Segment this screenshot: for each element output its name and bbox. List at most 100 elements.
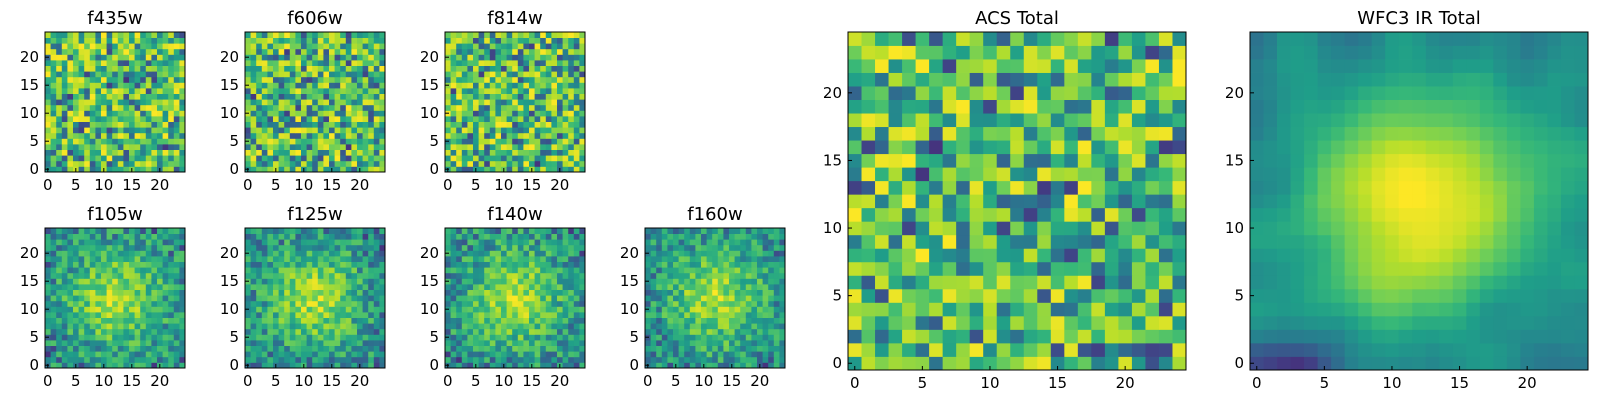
heatmap-cell xyxy=(875,234,889,249)
heatmap-cell xyxy=(106,256,113,262)
heatmap-cell xyxy=(729,356,735,363)
heatmap-cell xyxy=(73,99,79,106)
heatmap-cell xyxy=(250,93,257,100)
heatmap-cell xyxy=(267,99,274,106)
heatmap-cell xyxy=(117,127,124,134)
heatmap-cell xyxy=(573,110,580,117)
heatmap-cell xyxy=(301,317,307,324)
heatmap-cell xyxy=(573,278,580,285)
heatmap-cell xyxy=(484,144,491,150)
heatmap-cell xyxy=(484,160,491,167)
heatmap-cell xyxy=(740,312,747,318)
heatmap-cell xyxy=(740,300,747,307)
heatmap-cell xyxy=(557,116,563,122)
heatmap-cell xyxy=(329,345,335,352)
heatmap-cell xyxy=(529,37,535,44)
heatmap-cell xyxy=(329,149,335,156)
heatmap-cell xyxy=(329,76,335,83)
heatmap-cell xyxy=(284,88,291,94)
heatmap-cell xyxy=(534,99,541,106)
heatmap-cell xyxy=(579,138,586,145)
heatmap-cell xyxy=(551,334,558,341)
heatmap-cell xyxy=(456,65,463,72)
heatmap-cell xyxy=(84,239,91,246)
heatmap-cell xyxy=(295,121,302,128)
heatmap-cell xyxy=(317,334,324,341)
heatmap-cell xyxy=(473,356,479,363)
heatmap-cell xyxy=(661,323,668,330)
heatmap-cell xyxy=(56,104,63,111)
heatmap-cell xyxy=(861,275,876,290)
heatmap-cell xyxy=(157,104,163,111)
heatmap-cell xyxy=(317,228,324,234)
heatmap-cell xyxy=(340,82,347,89)
heatmap-cell xyxy=(1010,315,1025,330)
heatmap-cell xyxy=(134,37,141,44)
heatmap-cell xyxy=(334,244,341,251)
heatmap-cell xyxy=(673,250,679,257)
heatmap-cell xyxy=(456,351,463,358)
heatmap-cell xyxy=(312,306,319,313)
heatmap-cell xyxy=(312,250,319,257)
heatmap-cell xyxy=(902,329,916,344)
heatmap-cell xyxy=(379,334,386,341)
heatmap-cell xyxy=(562,340,569,346)
heatmap-cell xyxy=(379,295,386,302)
heatmap-cell xyxy=(89,37,96,44)
heatmap-cell xyxy=(123,306,130,313)
heatmap-cell xyxy=(562,43,569,50)
heatmap-cell xyxy=(256,132,263,139)
heatmap-cell xyxy=(289,99,296,106)
heatmap-cell xyxy=(129,239,135,246)
heatmap-cell xyxy=(557,312,563,318)
heatmap-cell xyxy=(289,340,296,346)
heatmap-cell xyxy=(523,328,530,335)
heatmap-cell xyxy=(568,300,575,307)
heatmap-cell xyxy=(551,272,558,279)
heatmap-cell xyxy=(745,228,752,234)
heatmap-cell xyxy=(250,317,257,324)
heatmap-cell xyxy=(545,278,552,285)
heatmap-cell xyxy=(450,317,457,324)
heatmap-cell xyxy=(568,127,575,134)
heatmap-cell xyxy=(445,144,451,150)
heatmap-cell xyxy=(661,272,668,279)
heatmap-cell xyxy=(684,289,691,296)
heatmap-cell xyxy=(534,76,541,83)
heatmap-cell xyxy=(517,54,524,61)
heatmap-cell xyxy=(129,144,135,150)
heatmap-cell xyxy=(78,351,85,358)
heatmap-cell xyxy=(1064,234,1079,249)
heatmap-cell xyxy=(888,315,903,330)
heatmap-cell xyxy=(902,315,916,330)
heatmap-cell xyxy=(50,300,57,307)
heatmap-cell xyxy=(517,138,524,145)
heatmap-cell xyxy=(179,323,186,330)
heatmap-cell xyxy=(456,144,463,150)
heatmap-cell xyxy=(50,149,57,156)
heatmap-cell xyxy=(969,356,984,371)
heatmap-cell xyxy=(450,93,457,100)
heatmap-cell xyxy=(334,93,341,100)
heatmap-cell xyxy=(123,250,130,257)
heatmap-cell xyxy=(875,207,889,222)
heatmap-cell xyxy=(717,323,724,330)
heatmap-cell xyxy=(284,233,291,240)
heatmap-cell xyxy=(579,76,586,83)
heatmap-cell xyxy=(645,239,651,246)
heatmap-cell xyxy=(162,323,169,330)
heatmap-cell xyxy=(740,272,747,279)
heatmap-cell xyxy=(117,132,124,139)
heatmap-cell xyxy=(278,233,285,240)
heatmap-cell xyxy=(461,32,468,38)
heatmap-cell xyxy=(117,104,124,111)
heatmap-cell xyxy=(540,132,547,139)
heatmap-cell xyxy=(78,37,85,44)
heatmap-cell xyxy=(461,340,468,346)
heatmap-cell xyxy=(969,288,984,303)
heatmap-cell xyxy=(478,356,485,363)
heatmap-cell xyxy=(317,295,324,302)
heatmap-cell xyxy=(357,127,363,134)
heatmap-cell xyxy=(983,315,998,330)
